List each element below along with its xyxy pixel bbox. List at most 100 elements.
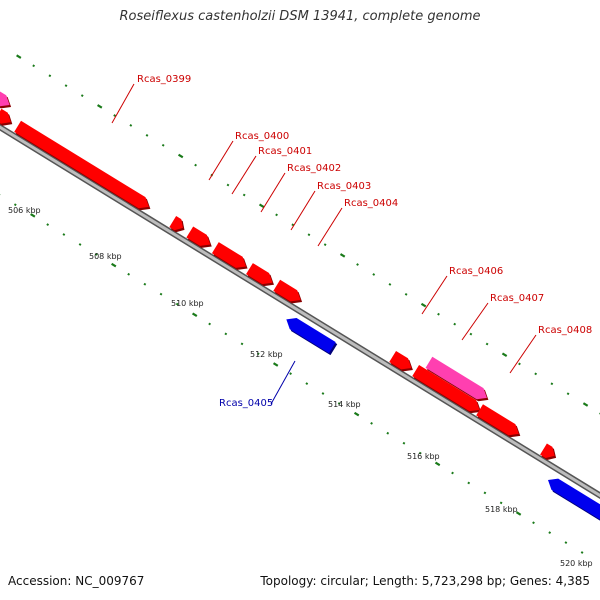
gene-arrow-highlight[interactable] <box>425 356 487 400</box>
scale-tick <box>580 551 584 554</box>
gene-label[interactable]: Rcas_0407 <box>490 293 544 304</box>
gene-arrow-reverse[interactable] <box>547 478 600 520</box>
gene-labels: Rcas_0399 Rcas_0400 Rcas_0401 Rcas_0402 Rcas… <box>111 74 592 409</box>
gene-label[interactable]: Rcas_0400 <box>235 131 289 142</box>
scale-tick <box>113 114 117 117</box>
accession-text: Accession: NC_009767 <box>8 574 145 588</box>
scale-tick <box>159 292 163 296</box>
scale-tick <box>32 64 36 68</box>
scale-tick <box>564 541 568 544</box>
scale-label: 514 kbp <box>328 400 361 409</box>
gene-arrow-reverse[interactable] <box>286 318 336 354</box>
label-leader-line <box>208 140 234 181</box>
gene-label[interactable]: Rcas_0399 <box>137 74 191 85</box>
scale-tick <box>501 352 508 358</box>
gene-arrow[interactable] <box>273 279 301 302</box>
scale-tick <box>305 382 309 385</box>
gene-label[interactable]: Rcas_0401 <box>258 146 312 157</box>
scale-tick <box>453 322 457 326</box>
gene-arrow[interactable] <box>169 216 183 231</box>
tick-rails <box>0 54 600 554</box>
scale-tick <box>62 233 66 236</box>
scale-tick <box>13 203 17 207</box>
label-leader-line <box>270 360 296 405</box>
scale-tick <box>242 193 246 197</box>
scale-labels: 506 kbp 508 kbp 510 kbp 512 kbp 514 kbp 516 k… <box>8 206 593 568</box>
scale-label: 516 kbp <box>407 452 440 461</box>
scale-tick <box>177 153 184 159</box>
gene-arrow[interactable] <box>476 404 519 436</box>
scale-tick <box>566 392 570 396</box>
gene-label[interactable]: Rcas_0402 <box>287 163 341 174</box>
scale-tick <box>258 203 265 208</box>
genome-backbone <box>0 123 600 499</box>
scale-tick <box>97 104 103 109</box>
gene-arrow[interactable] <box>211 242 247 268</box>
scale-tick <box>337 402 341 405</box>
gene-label[interactable]: Rcas_0405 <box>219 398 273 409</box>
scale-tick <box>353 411 360 417</box>
scale-tick <box>94 253 98 256</box>
scale-tick <box>386 431 390 435</box>
scale-tick <box>275 213 278 217</box>
scale-tick <box>127 272 131 276</box>
label-leader-line <box>461 302 489 341</box>
gene-arrows <box>0 84 600 521</box>
map-title: Roseiflexus castenholzii DSM 13941, comp… <box>119 9 481 24</box>
scale-tick <box>224 332 228 336</box>
scale-tick <box>532 521 535 525</box>
gene-label[interactable]: Rcas_0404 <box>344 198 398 209</box>
gene-label[interactable]: Rcas_0406 <box>449 266 503 277</box>
scale-tick <box>111 262 117 268</box>
scale-tick <box>64 84 68 88</box>
label-leader-line <box>421 275 448 315</box>
gene-arrow[interactable] <box>186 226 211 246</box>
label-leader-line <box>290 190 316 231</box>
gene-arrow[interactable] <box>412 365 480 412</box>
scale-label: 506 kbp <box>8 206 41 215</box>
scale-tick <box>356 263 359 266</box>
gene-arrow[interactable] <box>540 443 555 458</box>
gene-label[interactable]: Rcas_0403 <box>317 181 371 192</box>
scale-tick <box>175 302 179 306</box>
scale-tick <box>192 312 198 318</box>
gene-arrow[interactable] <box>246 263 273 285</box>
scale-tick <box>402 441 406 445</box>
scale-tick <box>256 352 260 356</box>
scale-tick <box>143 282 147 286</box>
scale-tick <box>483 491 487 495</box>
scale-label: 518 kbp <box>485 505 518 514</box>
scale-tick <box>78 243 82 246</box>
gene-label[interactable]: Rcas_0408 <box>538 325 592 336</box>
scale-tick <box>240 342 244 346</box>
scale-tick <box>226 183 230 187</box>
scale-tick <box>582 402 589 407</box>
gene-arrow[interactable] <box>0 108 11 124</box>
scale-tick <box>469 332 473 336</box>
scale-label: 512 kbp <box>250 350 283 359</box>
scale-tick <box>370 421 373 425</box>
scale-tick <box>467 481 471 485</box>
gene-arrow-highlight[interactable] <box>0 84 10 107</box>
label-leader-line <box>509 334 537 374</box>
genome-summary-text: Topology: circular; Length: 5,723,298 bp… <box>260 574 590 588</box>
scale-tick <box>451 471 454 475</box>
scale-tick <box>145 133 149 137</box>
label-leader-line <box>317 207 343 247</box>
scale-tick <box>321 392 325 395</box>
gene-arrow[interactable] <box>389 350 412 370</box>
scale-tick <box>434 461 441 467</box>
scale-tick <box>323 243 327 247</box>
scale-tick <box>339 253 346 258</box>
scale-tick <box>404 292 408 296</box>
scale-tick <box>194 163 197 167</box>
scale-tick <box>46 223 50 226</box>
scale-tick <box>80 94 84 97</box>
scale-tick <box>208 322 211 326</box>
scale-tick <box>550 382 554 386</box>
scale-tick <box>437 312 440 316</box>
label-leader-line <box>111 83 135 124</box>
gene-arrow[interactable] <box>14 120 149 209</box>
scale-tick <box>548 531 552 535</box>
scale-tick <box>48 74 52 78</box>
